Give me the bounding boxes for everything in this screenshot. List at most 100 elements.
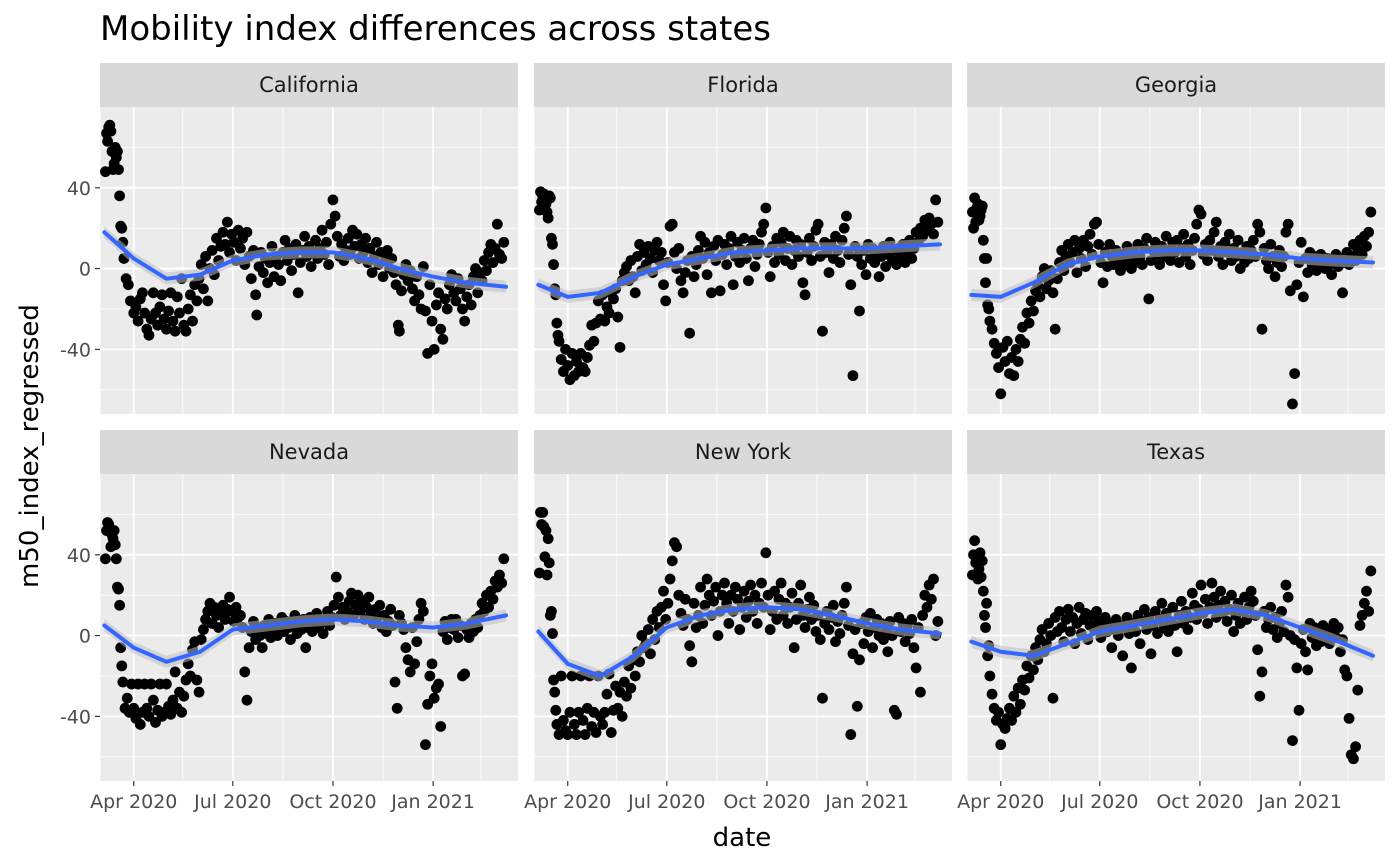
data-point	[1350, 741, 1362, 753]
data-point	[1097, 277, 1109, 289]
data-point	[969, 535, 981, 547]
facet-strip-label: Georgia	[1135, 73, 1217, 97]
data-point	[851, 700, 863, 712]
data-point	[841, 581, 852, 593]
data-point	[396, 285, 407, 297]
data-point	[974, 547, 986, 559]
data-point	[688, 597, 700, 609]
data-point	[756, 226, 767, 238]
data-point	[743, 275, 754, 287]
data-point	[995, 388, 1007, 400]
data-point	[1287, 398, 1298, 410]
data-point	[393, 609, 405, 621]
data-point	[995, 739, 1007, 751]
data-point	[568, 719, 580, 730]
data-point	[1034, 291, 1046, 303]
data-point	[415, 597, 427, 609]
data-point	[393, 325, 405, 337]
data-point	[814, 634, 826, 646]
data-point	[581, 352, 593, 363]
data-point	[562, 360, 574, 371]
data-point	[377, 271, 389, 283]
data-point	[1326, 269, 1338, 281]
data-point	[245, 273, 257, 285]
data-point	[695, 581, 706, 593]
data-point	[317, 628, 329, 639]
data-point	[176, 706, 188, 718]
data-point	[1228, 626, 1240, 637]
data-point	[1247, 234, 1259, 246]
data-point	[114, 599, 125, 611]
x-tick-label: Oct 2020	[1156, 791, 1243, 813]
data-point	[878, 634, 889, 646]
data-point	[100, 553, 111, 565]
data-point	[1008, 370, 1020, 382]
data-point	[327, 194, 339, 206]
data-point	[1358, 597, 1370, 609]
data-point	[562, 729, 574, 740]
data-point	[459, 315, 471, 327]
data-point	[219, 614, 231, 625]
data-point	[655, 247, 667, 258]
data-point	[760, 547, 772, 559]
data-point	[292, 287, 304, 299]
data-point	[658, 585, 669, 597]
data-point	[1354, 620, 1366, 631]
data-point	[1145, 648, 1157, 660]
smooth-line	[969, 607, 1376, 658]
data-point	[548, 259, 559, 270]
data-point	[906, 253, 918, 264]
data-point	[605, 727, 617, 738]
data-point	[860, 269, 872, 281]
data-point	[537, 506, 549, 518]
data-point	[1348, 753, 1359, 765]
data-point	[1302, 267, 1314, 279]
data-point	[756, 577, 767, 589]
data-point	[1280, 226, 1292, 238]
data-point	[198, 283, 209, 295]
smooth-line	[969, 248, 1376, 299]
data-point	[706, 287, 717, 299]
data-point	[1149, 605, 1161, 617]
data-point	[782, 618, 794, 629]
data-point	[241, 694, 253, 706]
x-tick-label: Oct 2020	[723, 791, 810, 813]
data-point	[1300, 646, 1311, 658]
data-point	[1363, 226, 1375, 238]
data-point	[487, 257, 499, 268]
data-point	[132, 315, 144, 327]
data-point	[389, 676, 401, 688]
data-point	[642, 624, 654, 635]
data-point	[1006, 715, 1018, 726]
data-point	[321, 236, 332, 248]
facet-strip-label: Nevada	[269, 440, 349, 464]
data-point	[764, 624, 776, 635]
data-point	[629, 287, 641, 299]
facet-panels: California -40 0 40 Florida Georgia Nevada -40 0…	[60, 63, 1385, 813]
data-point	[745, 579, 757, 591]
y-tick-label: -40	[60, 339, 91, 361]
data-point	[1297, 291, 1309, 303]
data-point	[856, 259, 868, 270]
data-point	[986, 323, 998, 335]
data-point	[1091, 216, 1102, 228]
data-point	[251, 309, 263, 321]
data-point	[1295, 236, 1307, 248]
data-point	[699, 599, 711, 611]
data-point	[1008, 690, 1020, 702]
data-point	[1337, 287, 1348, 299]
data-point	[841, 210, 852, 222]
data-point	[981, 253, 992, 264]
data-point	[163, 305, 174, 317]
x-tick-label: Jan 2021	[390, 791, 475, 813]
data-point	[195, 634, 207, 646]
data-point	[599, 706, 611, 718]
data-point	[712, 630, 724, 641]
data-point	[1206, 577, 1218, 589]
data-point	[675, 275, 687, 287]
smooth-confidence-band	[104, 226, 507, 293]
data-point	[758, 218, 770, 230]
x-tick-label: Jul 2020	[1060, 791, 1138, 813]
data-point	[316, 224, 328, 236]
data-point	[198, 624, 209, 635]
